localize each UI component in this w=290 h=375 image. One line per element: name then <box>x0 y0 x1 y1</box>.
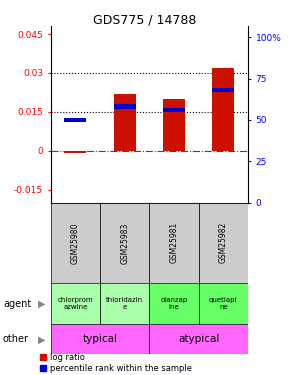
Text: agent: agent <box>3 299 31 309</box>
Bar <box>163 99 185 151</box>
Text: GSM25983: GSM25983 <box>120 222 129 264</box>
Bar <box>100 202 149 283</box>
Bar <box>51 324 149 354</box>
Bar <box>149 202 199 283</box>
Bar <box>199 202 248 283</box>
Text: GSM25981: GSM25981 <box>169 222 179 263</box>
Text: typical: typical <box>83 334 117 344</box>
Bar <box>51 283 100 324</box>
Text: thioridazin
e: thioridazin e <box>106 297 143 310</box>
Bar <box>149 283 199 324</box>
Bar <box>51 202 100 283</box>
Bar <box>64 118 86 122</box>
Bar <box>149 324 248 354</box>
Text: chlorprom
azwine: chlorprom azwine <box>58 297 93 310</box>
Text: ▶: ▶ <box>38 299 46 309</box>
Bar <box>114 94 136 151</box>
Bar <box>212 88 234 92</box>
Bar <box>199 283 248 324</box>
Legend: log ratio, percentile rank within the sample: log ratio, percentile rank within the sa… <box>40 352 192 373</box>
Text: GSM25980: GSM25980 <box>71 222 80 264</box>
Text: olanzap
ine: olanzap ine <box>160 297 188 310</box>
Text: other: other <box>3 334 29 344</box>
Text: GSM25982: GSM25982 <box>219 222 228 263</box>
Text: GDS775 / 14788: GDS775 / 14788 <box>93 13 197 26</box>
Bar <box>64 151 86 153</box>
Text: quetiapi
ne: quetiapi ne <box>209 297 238 310</box>
Bar <box>100 283 149 324</box>
Text: ▶: ▶ <box>38 334 46 344</box>
Bar <box>163 108 185 112</box>
Text: atypical: atypical <box>178 334 219 344</box>
Bar <box>114 105 136 109</box>
Bar <box>212 68 234 151</box>
